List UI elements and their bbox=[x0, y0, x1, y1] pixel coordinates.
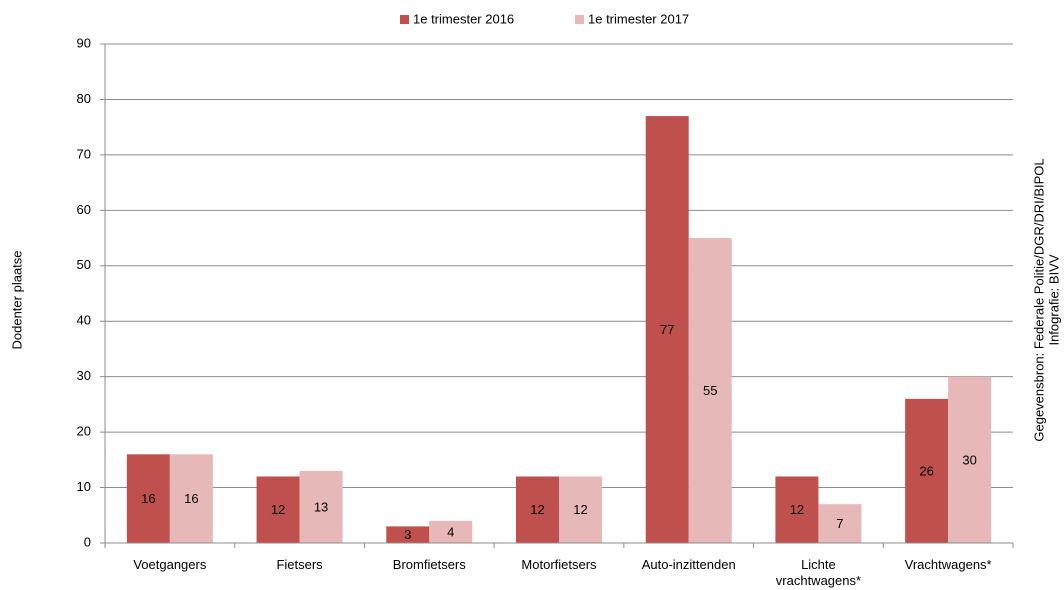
source: Gegevensbron: Federale Politie/DGR/DRI/B… bbox=[1031, 158, 1046, 441]
data-label: 4 bbox=[447, 524, 454, 539]
bar bbox=[256, 476, 300, 543]
bar bbox=[948, 376, 992, 543]
data-label: 12 bbox=[573, 502, 587, 517]
legend-swatch bbox=[400, 15, 409, 24]
x-tick-label: Fietsers bbox=[276, 557, 323, 572]
x-tick-label: Lichte vrachtwagens* bbox=[775, 557, 862, 588]
data-label: 16 bbox=[184, 491, 198, 506]
data-label: 13 bbox=[314, 499, 328, 514]
legend-label: 1e trimester 2016 bbox=[413, 11, 514, 26]
bar bbox=[905, 398, 949, 543]
bar bbox=[688, 238, 732, 544]
data-label: 12 bbox=[271, 502, 285, 517]
y-tick-label: 50 bbox=[77, 257, 91, 272]
y-tick-label: 20 bbox=[77, 424, 91, 439]
x-tick-label: Bromfietsers bbox=[392, 557, 466, 572]
y-tick-label: 70 bbox=[77, 146, 91, 161]
data-label: 3 bbox=[404, 527, 411, 542]
y-tick-label: 80 bbox=[77, 91, 91, 106]
data-label: 55 bbox=[703, 383, 717, 398]
x-tick-label: Motorfietsers bbox=[521, 557, 597, 572]
data-label: 12 bbox=[790, 502, 804, 517]
y-tick-label: 60 bbox=[77, 202, 91, 217]
bar bbox=[169, 454, 213, 543]
y-tick-label: 0 bbox=[84, 534, 91, 549]
x-tick-label: Vrachtwagens* bbox=[904, 557, 992, 572]
y-tick-label: 40 bbox=[77, 313, 91, 328]
y-tick-label: 90 bbox=[77, 35, 91, 50]
y-axis-label: Dodenter plaatse bbox=[9, 250, 24, 349]
bar bbox=[516, 476, 559, 543]
x-tick-label: Voetgangers bbox=[133, 557, 207, 572]
data-label: 30 bbox=[962, 452, 976, 467]
bar bbox=[429, 520, 473, 543]
data-label: 77 bbox=[660, 322, 674, 337]
legend-label: 1e trimester 2017 bbox=[588, 11, 689, 26]
data-label: 12 bbox=[530, 502, 544, 517]
bar bbox=[126, 454, 170, 543]
x-tick-label: Auto-inzittenden bbox=[641, 557, 736, 572]
bar bbox=[559, 476, 602, 543]
y-tick-label: 10 bbox=[77, 479, 91, 494]
bar bbox=[299, 470, 343, 543]
data-label: 26 bbox=[919, 463, 933, 478]
legend-swatch bbox=[575, 15, 584, 24]
data-label: 7 bbox=[836, 516, 843, 531]
bar bbox=[818, 504, 862, 543]
bar bbox=[775, 476, 819, 543]
credit: Infografie: BIVV bbox=[1046, 254, 1061, 345]
bar bbox=[645, 116, 689, 544]
bar bbox=[386, 526, 430, 543]
data-label: 16 bbox=[141, 491, 155, 506]
y-tick-label: 30 bbox=[77, 368, 91, 383]
